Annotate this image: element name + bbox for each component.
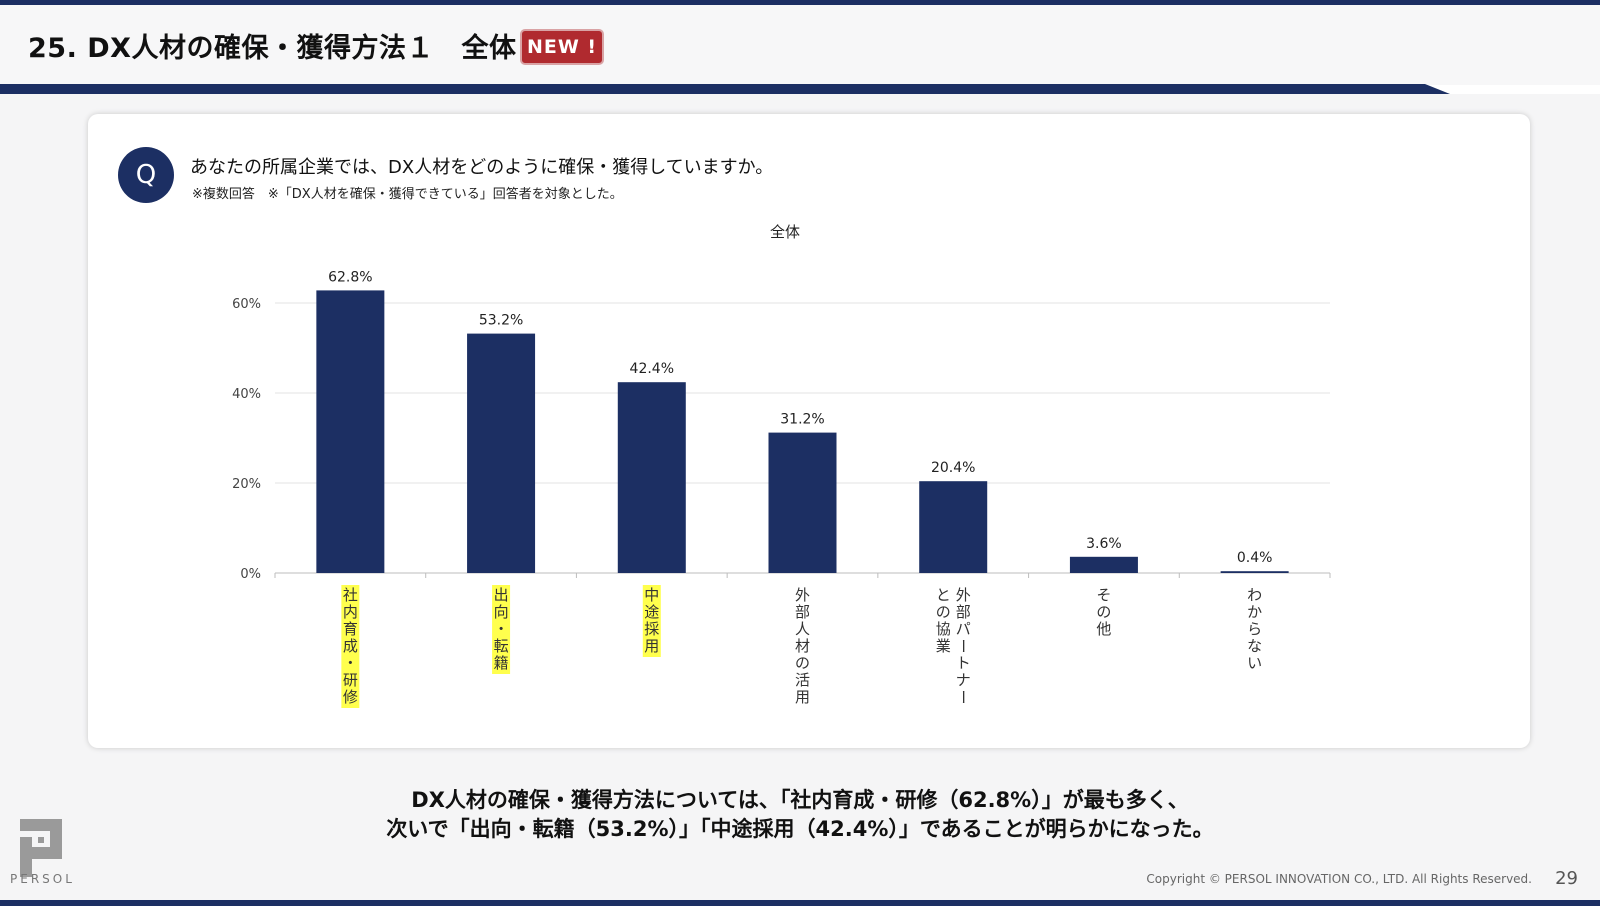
category-label-char: 材 — [795, 637, 810, 655]
header-band — [0, 84, 1450, 94]
category-label-char: ナ — [956, 671, 971, 689]
y-tick-label: 20% — [232, 477, 261, 492]
logo-text: PERSOL — [10, 872, 75, 886]
question-note: ※複数回答 ※「DX人材を確保・獲得できている」回答者を対象とした。 — [192, 187, 623, 202]
chart-title: 全体 — [769, 223, 800, 241]
category-label-char: 業 — [936, 637, 951, 655]
category-highlight — [492, 585, 511, 674]
category-label-char: そ — [1096, 586, 1111, 604]
category-label-char: 社 — [343, 586, 358, 604]
category-label-char: 内 — [343, 603, 358, 621]
category-label-char: パ — [956, 620, 971, 638]
category-label-char: 成 — [343, 637, 358, 655]
category-label-char: の — [795, 654, 810, 672]
bottom-rule — [0, 900, 1600, 906]
category-label-char: 部 — [956, 603, 971, 621]
category-label-char: 外 — [956, 586, 971, 604]
bar — [1220, 571, 1289, 573]
category-label-char: 他 — [1096, 620, 1111, 638]
bar-chart: 0%20%40%60%62.8%社内育成・研修53.2%出向・転籍42.4%中途… — [232, 269, 1331, 708]
data-label: 42.4% — [630, 361, 674, 377]
category-label-char: と — [936, 586, 951, 604]
category-label-char: ・ — [494, 620, 509, 638]
category-label-char: の — [1096, 603, 1111, 621]
category-label-char: の — [936, 603, 951, 621]
category-label-char: 向 — [494, 603, 509, 621]
bar — [467, 333, 536, 573]
question-text: あなたの所属企業では、DX人材をどのように確保・獲得していますか。 — [190, 157, 774, 178]
summary-line-2: 次いで「出向・転籍（53.2%）」「中途採用（42.4%）」であることが明らかに… — [386, 817, 1214, 841]
page-title: 25. DX人材の確保・獲得方法１ 全体 — [28, 33, 517, 64]
header — [0, 5, 1600, 85]
category-label-char: 採 — [644, 620, 659, 638]
category-label-char: 研 — [343, 671, 358, 689]
data-label: 53.2% — [479, 313, 523, 329]
category-label-char: 修 — [343, 688, 358, 706]
category-label-char: 用 — [644, 637, 659, 655]
bar — [316, 290, 385, 573]
page-number: 29 — [1555, 868, 1578, 889]
category-label-char: 外 — [795, 586, 810, 604]
category-label-char: 用 — [795, 688, 810, 706]
summary: DX人材の確保・獲得方法については、「社内育成・研修（62.8%）」が最も多く、… — [0, 786, 1600, 844]
category-label-char: 人 — [795, 620, 810, 638]
data-label: 3.6% — [1086, 536, 1122, 552]
category-highlight — [341, 585, 360, 708]
category-label-char: な — [1247, 637, 1262, 655]
category-label-char: ー — [954, 689, 972, 704]
question-icon: Q — [118, 147, 174, 203]
category-label-char: 転 — [494, 637, 509, 655]
category-label-char: 活 — [795, 671, 810, 689]
category-highlight — [642, 585, 661, 657]
category-label-char: 中 — [644, 586, 659, 604]
data-label: 0.4% — [1237, 550, 1273, 566]
category-label-char: 協 — [936, 620, 951, 638]
persol-logo-icon — [20, 819, 62, 877]
category-label-char: ー — [954, 638, 972, 653]
y-tick-label: 40% — [232, 387, 261, 402]
category-label-char: 育 — [343, 620, 358, 638]
top-rule — [0, 0, 1600, 5]
category-label-char: 途 — [644, 603, 659, 621]
category-label-char: 出 — [494, 586, 509, 604]
category-label-char: わ — [1247, 586, 1262, 604]
bar — [617, 382, 686, 573]
y-tick-label: 60% — [232, 297, 261, 312]
bar — [768, 432, 837, 573]
data-label: 31.2% — [780, 412, 824, 428]
y-tick-label: 0% — [240, 567, 261, 582]
category-label-char: ト — [956, 654, 971, 672]
data-label: 20.4% — [931, 460, 975, 476]
category-label-char: い — [1247, 654, 1262, 672]
bar — [919, 481, 988, 573]
bar — [1069, 556, 1138, 573]
category-label-char: 籍 — [494, 654, 509, 672]
category-label-char: か — [1247, 603, 1262, 621]
data-label: 62.8% — [328, 269, 372, 285]
summary-line-1: DX人材の確保・獲得方法については、「社内育成・研修（62.8%）」が最も多く、 — [411, 788, 1189, 812]
category-label-char: 部 — [795, 603, 810, 621]
category-label-char: ・ — [343, 654, 358, 672]
new-badge: NEW ! — [520, 29, 604, 65]
category-label-char: ら — [1247, 620, 1262, 638]
copyright: Copyright © PERSOL INNOVATION CO., LTD. … — [1146, 872, 1532, 886]
